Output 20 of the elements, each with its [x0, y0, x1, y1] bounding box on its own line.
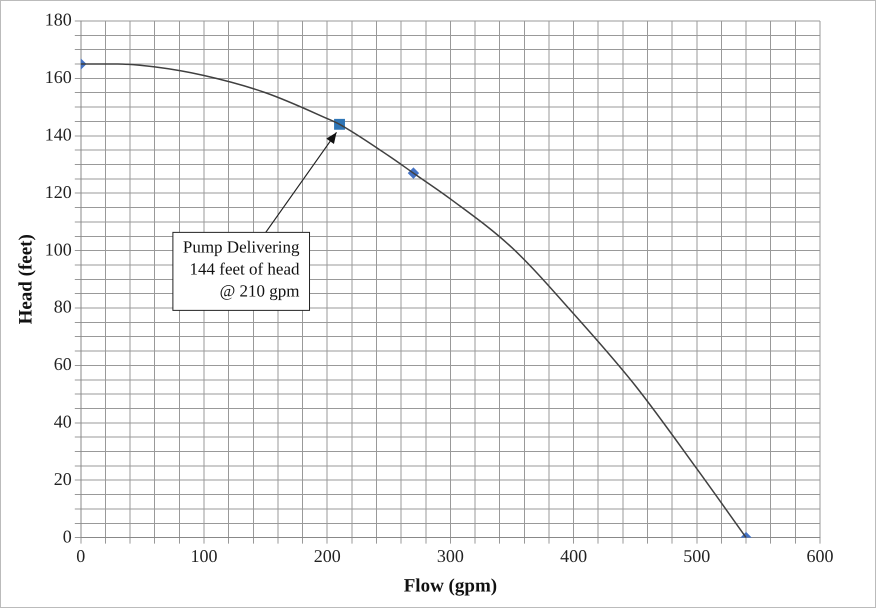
- y-tick-label: 120: [44, 182, 72, 202]
- annotation: Pump Delivering 144 feet of head @ 210 gpm: [182, 237, 300, 300]
- x-axis-title: Flow (gpm): [404, 576, 498, 597]
- x-tick-label: 400: [560, 546, 588, 566]
- y-tick-label: 140: [44, 124, 72, 145]
- x-tick-label: 200: [314, 546, 341, 566]
- x-tick-label: 300: [436, 546, 464, 566]
- y-axis-title: Head (feet): [15, 234, 36, 324]
- y-tick-label: 160: [44, 67, 72, 88]
- y-tick-label: 100: [44, 239, 72, 260]
- y-tick-label: 60: [54, 354, 72, 374]
- y-tick-label: 40: [54, 412, 72, 432]
- y-tick-label: 0: [62, 526, 72, 546]
- y-tick-label: 20: [54, 468, 72, 489]
- x-tick-label: 600: [806, 546, 834, 566]
- y-tick-label: 80: [54, 296, 72, 317]
- x-tick-label: 500: [683, 546, 710, 566]
- y-tick-label: 180: [44, 10, 72, 30]
- x-tick-label: 0: [76, 546, 86, 566]
- x-tick-label: 100: [190, 546, 218, 566]
